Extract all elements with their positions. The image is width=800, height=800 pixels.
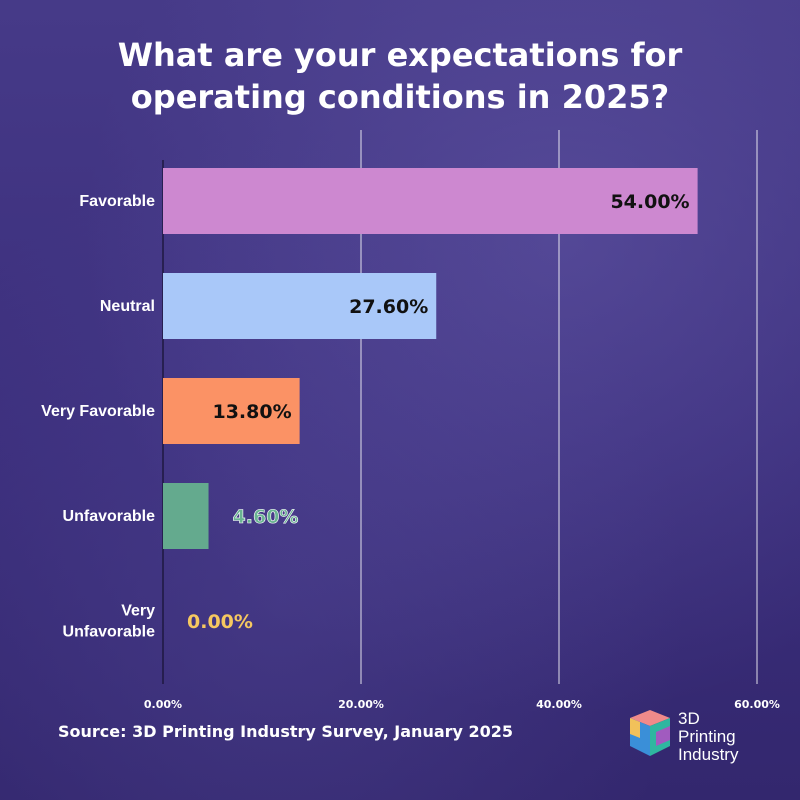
publisher-logo: 3D Printing Industry xyxy=(626,708,776,768)
x-tick-label: 20.00% xyxy=(338,698,384,711)
category-label: Neutral xyxy=(100,298,155,315)
chart-title-line-2: operating conditions in 2025? xyxy=(130,78,670,116)
x-tick-label: 0.00% xyxy=(144,698,182,711)
value-label: 13.80% xyxy=(212,401,291,423)
chart-title-line-1: What are your expectations for xyxy=(117,36,683,74)
category-label: Very Favorable xyxy=(41,403,155,420)
value-label: 4.60% xyxy=(233,506,299,528)
bar xyxy=(163,378,300,444)
chart-title: What are your expectations for operating… xyxy=(0,34,800,118)
category-label: Favorable xyxy=(79,193,155,210)
category-label: Unfavorable xyxy=(63,508,156,525)
source-note: Source: 3D Printing Industry Survey, Jan… xyxy=(58,722,514,741)
bar xyxy=(163,483,209,549)
value-label: 27.60% xyxy=(349,296,428,318)
cube-logo-icon xyxy=(630,710,670,756)
bar xyxy=(163,168,698,234)
logo-line-2: Printing xyxy=(678,727,736,746)
logo-line-1: 3D xyxy=(678,709,700,728)
logo-text: 3D Printing Industry xyxy=(678,710,738,764)
value-label: 54.00% xyxy=(610,191,689,213)
x-tick-label: 60.00% xyxy=(734,698,780,711)
bar xyxy=(163,273,437,339)
category-label: Unfavorable xyxy=(63,624,156,641)
x-tick-label: 40.00% xyxy=(536,698,582,711)
logo-line-3: Industry xyxy=(678,745,739,764)
category-label: Very xyxy=(121,603,155,620)
value-label: 0.00% xyxy=(187,611,253,633)
